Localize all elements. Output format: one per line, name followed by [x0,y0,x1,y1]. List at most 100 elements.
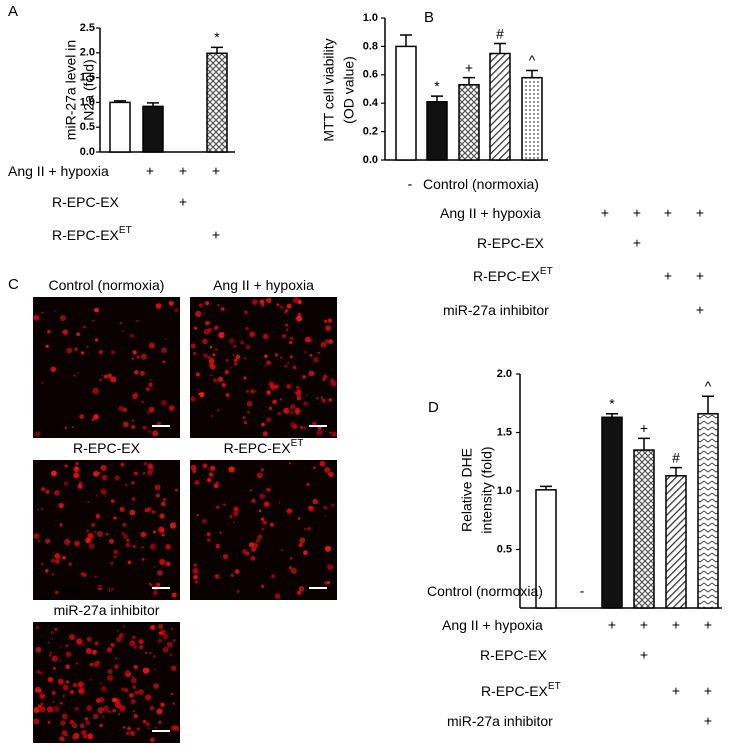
cell [147,506,152,512]
cell [69,719,75,725]
condition-label: Ang II + hypoxia [442,617,543,633]
cell [157,569,164,576]
cell [206,532,211,537]
label-text: R-EPC-EX [480,647,548,663]
condition-label: R-EPC-EXET [52,225,132,243]
cell [193,326,198,330]
cell [289,340,293,345]
cell [125,670,130,675]
cell [296,395,302,401]
cell [324,514,326,517]
cell [52,666,56,670]
cell [104,495,107,497]
cell [49,654,52,657]
cell [127,560,132,565]
cell [119,321,123,325]
cell [145,387,150,391]
cell [245,326,249,331]
cell [170,521,177,529]
cell [255,538,261,543]
error-bar [114,100,126,103]
cell [246,400,253,407]
cell [60,720,66,726]
cell [269,522,274,527]
cell [60,645,63,648]
cell [208,472,214,477]
cell [73,374,76,377]
cell [171,592,177,598]
cell [279,398,283,401]
cell [162,646,169,653]
cell [57,678,64,685]
cell [52,700,55,703]
cell [203,312,206,315]
cell [132,675,135,678]
cell [99,378,102,382]
cell [202,338,208,345]
cell [122,522,127,527]
cell [277,411,281,416]
cell [195,310,202,318]
cell [110,562,114,565]
image-label: Control (normoxia) [49,277,165,293]
cell [205,301,210,306]
bar [458,83,480,161]
cell [279,305,284,309]
cell [110,643,115,648]
cell [142,425,147,430]
cell [101,715,105,719]
cell [324,545,332,552]
cell [194,579,199,584]
cell [145,722,150,727]
cell [292,365,297,370]
panel-label: B [424,9,434,26]
cell [92,713,99,720]
cell [68,562,73,567]
cell [285,308,288,310]
panel-label: C [8,276,19,293]
cell [260,468,264,472]
cell [161,399,167,406]
condition-mark: + [664,205,672,221]
cell [207,467,210,470]
cell [207,355,212,360]
label-text: miR-27a inhibitor [443,302,549,318]
cell [41,311,44,314]
cell [46,706,54,713]
cell [138,638,144,645]
label-text: R-EPC-EX [52,227,120,243]
bar [426,101,448,161]
label-text: Control (normoxia) [427,583,543,599]
cell [210,415,213,417]
cell [148,727,150,730]
cell [289,557,293,560]
cell [132,350,137,355]
cell [64,426,68,430]
error-bar [463,76,475,85]
cell [125,542,131,548]
y-tick-label: 0.5 [80,121,95,133]
cell [129,333,134,339]
error-bar [494,42,506,54]
cell [129,509,136,516]
cell [203,328,210,335]
cell [82,643,84,646]
cell [65,680,70,684]
cell [324,581,328,585]
cell [71,426,74,428]
cell [213,378,218,383]
cell [228,338,235,344]
bar [665,475,687,609]
cell [87,501,90,504]
cell [83,734,87,739]
cell [132,710,135,713]
significance-mark: + [465,59,473,75]
cell [166,641,173,648]
label-text: Control (normoxia) [49,277,165,293]
cell [322,378,326,381]
cell [171,627,174,630]
cell [79,414,85,420]
cell [130,730,136,737]
cell [290,422,296,428]
